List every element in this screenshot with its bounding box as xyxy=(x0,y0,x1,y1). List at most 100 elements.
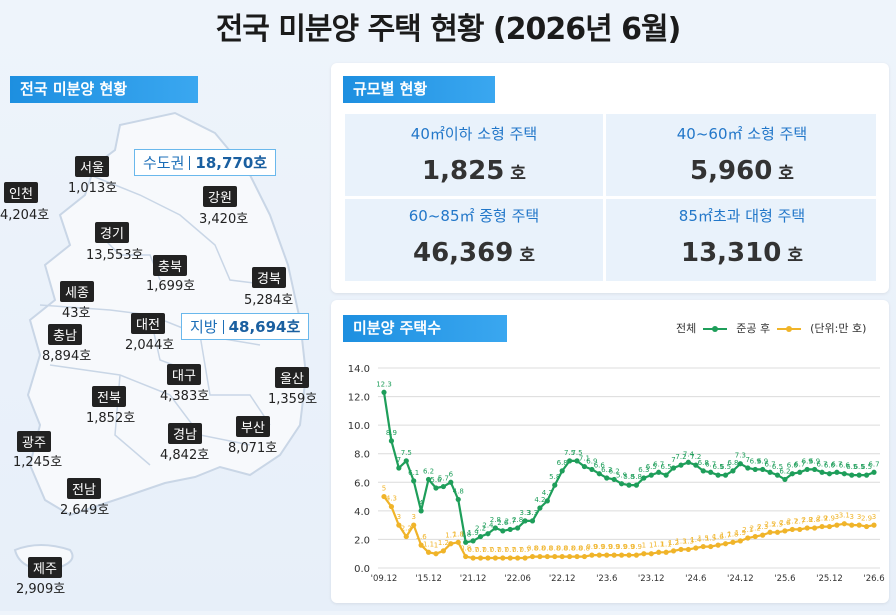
region-value: 4,383호 xyxy=(160,389,210,404)
data-label: 0.9 xyxy=(631,543,642,551)
region-label: 울산 xyxy=(275,367,309,388)
data-point xyxy=(463,539,469,545)
region-value: 2,649호 xyxy=(60,503,110,518)
data-label: 7.1 xyxy=(579,455,590,463)
y-tick-label: 6.0 xyxy=(354,478,370,489)
data-point xyxy=(492,555,498,561)
data-label: 6.3 xyxy=(638,466,649,474)
data-label: 2.5 xyxy=(764,520,775,528)
legend-unit: (단위:만 호) xyxy=(810,322,867,335)
chart-panel xyxy=(331,300,889,603)
size-item-value: 1,825 xyxy=(422,156,505,186)
data-point xyxy=(470,555,476,561)
data-point xyxy=(500,555,506,561)
data-point xyxy=(715,472,721,478)
data-point xyxy=(730,468,736,474)
x-tick-label: '23.12 xyxy=(638,574,665,584)
data-label: 6.2 xyxy=(423,467,434,475)
x-tick-label: '23.6 xyxy=(596,574,617,584)
data-point xyxy=(841,471,847,477)
data-point xyxy=(396,522,402,528)
region-label: 경남 xyxy=(168,423,202,444)
data-point xyxy=(440,548,446,554)
size-item-unit: 호 xyxy=(510,164,526,184)
data-point xyxy=(693,545,699,551)
data-label: 0.8 xyxy=(557,545,568,553)
data-point xyxy=(507,526,513,533)
data-point xyxy=(381,389,387,395)
data-point xyxy=(455,539,461,545)
data-point xyxy=(529,553,536,560)
data-point xyxy=(396,465,402,471)
data-point xyxy=(767,469,773,475)
size-item-small-60: 40~60㎡ 소형 주택 5,960 호 xyxy=(617,123,867,186)
legend-completed-swatch xyxy=(776,326,801,332)
data-point xyxy=(656,549,662,555)
data-label: 0.7 xyxy=(482,546,493,554)
data-label: 6.5 xyxy=(713,463,724,471)
data-label: 6.5 xyxy=(661,463,672,471)
region-label: 전북 xyxy=(92,386,126,407)
data-label: 4.3 xyxy=(386,495,397,503)
data-label: 2.2 xyxy=(401,525,412,533)
data-point xyxy=(455,496,461,503)
size-item-label: 40㎡이하 소형 주택 xyxy=(410,125,538,143)
x-tick-label: '25.12 xyxy=(816,574,843,584)
data-label: 7.3 xyxy=(735,452,746,460)
data-point xyxy=(388,503,395,510)
data-label: 2.2 xyxy=(475,525,486,533)
region-value: 4,842호 xyxy=(160,448,210,463)
data-point xyxy=(804,525,810,531)
data-point xyxy=(730,539,736,545)
data-point xyxy=(722,541,729,547)
capital-area-value: 18,770호 xyxy=(195,154,268,172)
data-point xyxy=(581,553,588,560)
data-label: 7.2 xyxy=(690,453,701,461)
data-label: 5.6 xyxy=(430,476,442,484)
data-label: 2.2 xyxy=(750,525,761,533)
region-label: 충남 xyxy=(48,324,82,345)
data-label: 6.7 xyxy=(868,460,879,468)
data-label: 6.6 xyxy=(839,462,851,470)
data-label: 1.4 xyxy=(690,536,702,544)
data-point xyxy=(849,472,855,478)
region-label: 강원 xyxy=(203,186,237,207)
data-point xyxy=(589,466,595,473)
data-point xyxy=(708,543,714,550)
data-point xyxy=(700,468,706,474)
legend-total-label: 전체 xyxy=(676,322,697,335)
data-point xyxy=(648,472,654,478)
data-point xyxy=(574,458,580,464)
data-point xyxy=(819,523,825,530)
data-label: 7.2 xyxy=(675,453,686,461)
data-label: 5.8 xyxy=(623,473,634,481)
y-tick-label: 4.0 xyxy=(354,507,370,518)
data-label: 1.9 xyxy=(735,529,746,537)
data-label: 3 xyxy=(835,513,839,521)
data-label: 6.9 xyxy=(809,457,820,465)
data-label: 2.7 xyxy=(505,517,516,525)
map-section-header: 전국 미분양 현황 xyxy=(10,76,198,103)
data-point xyxy=(463,553,469,560)
capital-area-label: 수도권 xyxy=(143,154,185,172)
data-point xyxy=(388,438,395,444)
data-point xyxy=(552,482,558,488)
data-point xyxy=(425,549,432,555)
data-label: 1.1 xyxy=(653,540,664,548)
data-point xyxy=(618,552,625,558)
data-point xyxy=(656,469,662,475)
data-label: 1.5 xyxy=(698,535,709,543)
region-label: 인천 xyxy=(4,182,38,203)
data-label: 0.7 xyxy=(512,546,523,554)
data-label: 6.7 xyxy=(831,460,842,468)
legend-total-swatch xyxy=(702,326,727,332)
data-label: 4 xyxy=(419,499,424,507)
region-label: 서울 xyxy=(75,156,109,177)
x-tick-label: '22.12 xyxy=(549,574,576,584)
data-label: 4.8 xyxy=(453,487,464,495)
data-point xyxy=(678,546,684,553)
data-label: 6.8 xyxy=(698,459,709,467)
data-point xyxy=(760,532,766,538)
data-label: 6.7 xyxy=(794,460,805,468)
